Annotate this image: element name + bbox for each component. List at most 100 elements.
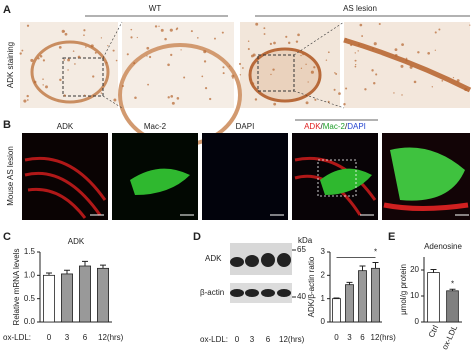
merge-part: ADK [304,122,321,131]
bar [79,265,91,323]
stain-dot [42,78,44,80]
stain-dot [33,80,37,84]
band [230,289,244,297]
zoom-line [102,21,123,59]
stain-dot [228,65,231,67]
band [261,253,275,267]
y-tick-label: 0 [415,317,420,326]
stain-dot [67,58,71,62]
error-bar [430,268,437,273]
stain-dot [273,102,277,106]
stain-dot [221,31,224,34]
fluorescence-images [22,133,470,220]
stain-dot [201,75,204,78]
stain-dot [400,64,404,68]
channel-title: DAPI [236,122,255,131]
stain-dot [333,88,336,91]
y-tick-label: 10 [410,291,419,300]
zoom-box [257,54,295,92]
stain-dot [232,77,234,79]
stain-dot [357,43,361,46]
y-label: Relative mRNA levels [12,249,21,326]
stain-dot [305,101,309,105]
vessel [248,47,322,103]
row-label: Mouse AS lesion [6,146,15,206]
band [261,289,275,297]
stain-dot [231,74,235,78]
x-tick-label: 12(hrs) [98,333,124,342]
x-tick-label: ox-LDL [440,323,459,351]
stain-dot [45,85,48,89]
stain-dot [167,63,170,67]
stain-dot [19,52,22,55]
stain-dot [371,47,374,50]
stain-dot [417,51,420,54]
stain-dot [136,36,138,39]
stain-dot [318,81,320,83]
stain-dot [63,94,66,97]
stain-dot [100,92,103,94]
annotation: * [374,248,377,257]
y-tick-label: 2 [321,270,326,279]
bar [43,274,55,323]
stain-dot [434,49,436,51]
stain-dot [175,28,178,31]
stain-dot [361,35,364,37]
error-bar [359,265,366,271]
bar [61,273,73,323]
marker-label: 65 [297,245,306,254]
stain-dot [64,32,68,36]
stain-dot [266,51,269,54]
stain-dot [42,84,44,86]
stain-dot [112,49,115,52]
stain-dot [300,67,303,69]
error-bar [449,288,456,291]
bar [427,272,440,323]
stain-dot [464,87,468,92]
y-label: μmol/g protein [399,264,408,315]
x-tick-label: 3 [65,333,70,342]
stain-dot [413,80,417,84]
stain-dot [401,43,404,46]
vessel [30,40,110,104]
stain-dot [107,45,109,47]
stain-dot [83,34,85,36]
stain-dot [373,82,376,85]
stain-dot [314,98,317,101]
channel-title: Mac-2 [144,122,167,131]
bar [358,270,367,323]
mac2-signal [130,168,190,195]
stain-dot [61,29,65,33]
stain-dot [343,103,346,106]
stain-dot [42,59,46,62]
stain-dot [270,73,272,76]
stain-dot [130,28,133,31]
stain-dot [438,28,441,31]
stain-dot [148,55,152,59]
stain-dot [334,72,336,74]
stain-dot [83,29,86,32]
band [277,253,291,267]
stain-dot [357,50,359,52]
stain-dot [190,30,193,33]
stain-dot [296,98,298,100]
stain-dot [313,66,316,69]
y-tick-label: 0 [321,317,326,326]
error-bar [46,272,52,276]
stain-dot [441,80,444,82]
stain-dot [359,23,363,27]
stain-dot [273,41,276,45]
y-tick-label: 1.0 [24,270,36,279]
image-as-zoom [344,22,470,108]
zoom-line [293,90,345,109]
marker-label: 40 [297,292,306,301]
y-tick-label: 20 [410,265,419,274]
stain-dot [154,25,158,28]
stain-dot [401,94,403,96]
stain-dot [58,45,62,49]
stain-dot [158,25,160,27]
zoom-box [62,57,104,97]
stain-dot [297,33,300,37]
y-tick-label: 1 [321,294,326,303]
chart-title: Adenosine [424,242,462,251]
